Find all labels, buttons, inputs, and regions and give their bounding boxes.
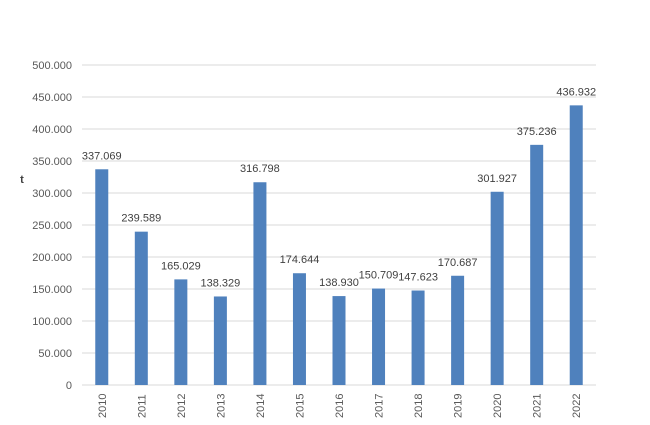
data-label: 375.236 (517, 126, 557, 138)
x-tick-label: 2018 (413, 394, 425, 418)
bar-2016 (332, 296, 346, 385)
y-axis-ticks: 0 50.000 100.000 150.000 200.000 250.000 300.0… (32, 60, 72, 392)
x-tick-label: 2010 (97, 394, 109, 418)
y-tick-label: 250.000 (32, 220, 72, 232)
bar-2019 (451, 275, 465, 385)
x-tick-label: 2013 (215, 394, 227, 418)
x-tick-label: 2015 (294, 394, 306, 418)
bar-2022 (569, 105, 583, 385)
bar-2014 (253, 182, 267, 385)
data-label: 138.930 (319, 277, 359, 289)
data-label: 165.029 (161, 260, 201, 272)
data-label: 174.644 (280, 254, 320, 266)
y-tick-label: 150.000 (32, 284, 72, 296)
bar-2021 (530, 144, 544, 385)
x-tick-label: 2021 (532, 394, 544, 418)
y-tick-label: 500.000 (32, 60, 72, 72)
y-tick-label: 50.000 (38, 348, 72, 360)
x-tick-label: 2012 (176, 394, 188, 418)
bar-2020 (490, 191, 504, 385)
data-label: 170.687 (438, 257, 478, 269)
data-label: 147.623 (398, 272, 438, 284)
y-tick-label: 400.000 (32, 124, 72, 136)
x-axis-ticks: 2010 2011 2012 2013 2014 2015 2016 2017 2018 2019… (97, 394, 583, 418)
y-tick-label: 0 (66, 380, 72, 392)
gridlines (82, 64, 596, 386)
data-label: 150.709 (359, 270, 399, 282)
bar-2018 (411, 290, 425, 385)
bar-2013 (213, 296, 227, 385)
x-tick-label: 2019 (453, 394, 465, 418)
y-tick-label: 100.000 (32, 316, 72, 328)
y-axis-title: t (20, 174, 24, 186)
data-label: 138.329 (201, 277, 241, 289)
data-label: 337.069 (82, 150, 122, 162)
bars (95, 105, 583, 385)
bar-2017 (372, 288, 386, 385)
x-tick-label: 2017 (374, 394, 386, 418)
x-tick-label: 2022 (571, 394, 583, 418)
y-tick-label: 350.000 (32, 156, 72, 168)
bar-2012 (174, 279, 188, 385)
bar-2011 (134, 231, 148, 385)
y-tick-label: 200.000 (32, 252, 72, 264)
data-label: 301.927 (477, 173, 517, 185)
x-tick-label: 2014 (255, 394, 267, 418)
data-label: 436.932 (556, 86, 596, 98)
x-tick-label: 2016 (334, 394, 346, 418)
data-label: 239.589 (121, 213, 161, 225)
data-label: 316.798 (240, 163, 280, 175)
x-tick-label: 2020 (492, 394, 504, 418)
y-tick-label: 450.000 (32, 92, 72, 104)
y-tick-label: 300.000 (32, 188, 72, 200)
bar-2015 (292, 273, 306, 385)
bar-2010 (95, 169, 109, 385)
x-tick-label: 2011 (136, 394, 148, 418)
